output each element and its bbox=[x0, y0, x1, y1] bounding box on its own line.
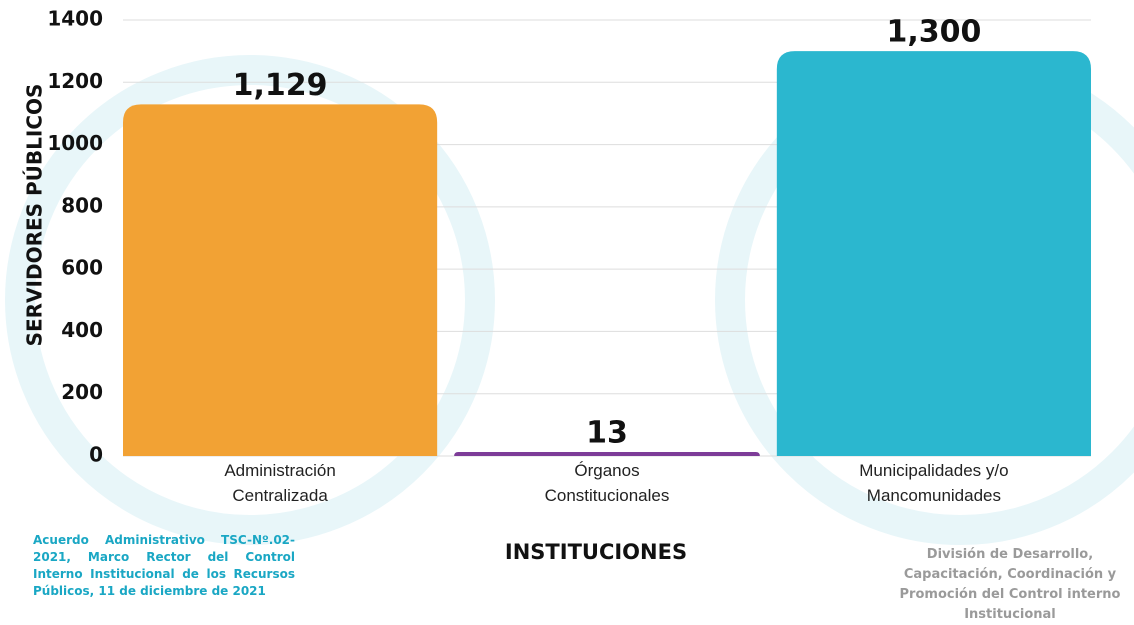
y-tick-label: 400 bbox=[61, 318, 103, 342]
y-tick-label: 1200 bbox=[47, 69, 103, 93]
value-label: 1,129 bbox=[233, 68, 328, 103]
value-label: 1,300 bbox=[886, 15, 981, 50]
value-label: 13 bbox=[586, 415, 628, 450]
x-tick-label: Administración Centralizada bbox=[190, 458, 370, 508]
y-tick-label: 1000 bbox=[47, 131, 103, 155]
y-tick-label: 1400 bbox=[47, 7, 103, 31]
bar bbox=[123, 104, 437, 456]
y-tick-label: 600 bbox=[61, 256, 103, 280]
credit-note: División de Desarrollo, Capacitación, Co… bbox=[890, 545, 1130, 625]
y-tick-label: 800 bbox=[61, 193, 103, 217]
y-axis-label: SERVIDORES PÚBLICOS bbox=[23, 84, 47, 347]
x-axis-label: INSTITUCIONES bbox=[505, 540, 687, 564]
x-tick-label: Municipalidades y/o Mancomunidades bbox=[844, 458, 1024, 508]
bar bbox=[454, 452, 760, 456]
x-tick-label: Órganos Constitucionales bbox=[517, 458, 697, 508]
page: SERVIDORES PÚBLICOS INSTITUCIONES 0 200 40… bbox=[0, 0, 1134, 625]
y-tick-label: 0 bbox=[89, 443, 103, 467]
source-note: Acuerdo Administrativo TSC-Nº.02-2021, M… bbox=[33, 532, 295, 600]
y-tick-label: 200 bbox=[61, 380, 103, 404]
bar bbox=[777, 51, 1091, 456]
